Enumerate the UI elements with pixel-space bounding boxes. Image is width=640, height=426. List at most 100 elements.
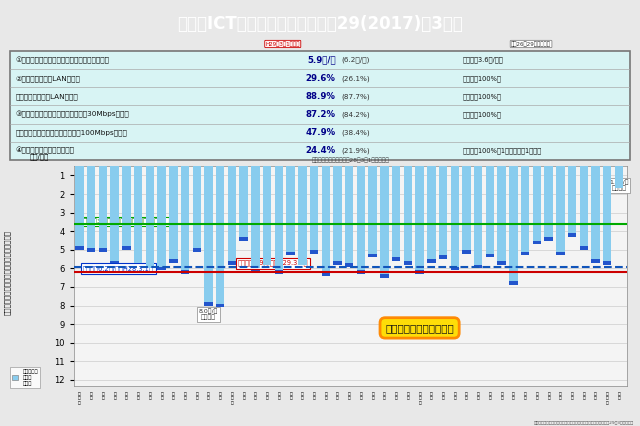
Text: （目標：100%（1学級当たり1台））: （目標：100%（1学級当たり1台）） bbox=[463, 147, 542, 154]
Bar bbox=[310, 157, 318, 253]
Bar bbox=[404, 157, 412, 261]
Bar bbox=[545, 157, 553, 237]
Text: 8.0人/台
（最低）: 8.0人/台 （最低） bbox=[199, 308, 218, 320]
Bar bbox=[439, 157, 447, 259]
Text: （　）は前回調査（平成28年3月1日）の数値: （ ）は前回調査（平成28年3月1日）の数値 bbox=[312, 157, 389, 163]
FancyBboxPatch shape bbox=[10, 51, 630, 160]
Bar bbox=[603, 157, 611, 261]
Bar bbox=[263, 157, 271, 265]
Bar bbox=[451, 157, 459, 270]
Bar bbox=[286, 157, 295, 252]
Bar bbox=[99, 157, 107, 248]
Bar bbox=[216, 157, 225, 304]
Bar bbox=[310, 157, 318, 250]
Bar bbox=[122, 157, 131, 246]
Text: （人/台）: （人/台） bbox=[29, 153, 49, 160]
Bar bbox=[333, 157, 342, 261]
Bar bbox=[380, 157, 388, 278]
Bar bbox=[251, 157, 260, 268]
Bar bbox=[275, 157, 283, 270]
Text: ④普通教室の電子黒板整備率: ④普通教室の電子黒板整備率 bbox=[16, 147, 75, 154]
Text: 88.9%: 88.9% bbox=[306, 92, 335, 101]
Bar bbox=[87, 157, 95, 248]
Text: 24.4%: 24.4% bbox=[305, 146, 335, 155]
Bar bbox=[474, 157, 483, 265]
Text: 5.9人/台: 5.9人/台 bbox=[307, 56, 335, 65]
Bar bbox=[521, 157, 529, 255]
Text: 平均値　5.9人/台（H29.3.1）: 平均値 5.9人/台（H29.3.1） bbox=[238, 260, 308, 267]
Bar bbox=[146, 157, 154, 272]
Text: 29.6%: 29.6% bbox=[306, 74, 335, 83]
Bar bbox=[591, 157, 600, 259]
Bar bbox=[321, 157, 330, 276]
Bar bbox=[474, 157, 483, 268]
Bar bbox=[157, 157, 166, 270]
Text: 学校のICT環境整備の現状（平成29(2017)年3月）: 学校のICT環境整備の現状（平成29(2017)年3月） bbox=[177, 15, 463, 34]
Text: 87.2%: 87.2% bbox=[305, 110, 335, 119]
Bar bbox=[239, 157, 248, 237]
Bar bbox=[404, 157, 412, 265]
Bar bbox=[169, 157, 177, 263]
Bar bbox=[181, 157, 189, 274]
Text: 1.9人/台
（最高）: 1.9人/台 （最高） bbox=[609, 179, 628, 191]
Bar bbox=[392, 157, 401, 261]
Bar bbox=[509, 157, 518, 285]
Text: 平均値　6.2人/台（H28.3.1）: 平均値 6.2人/台（H28.3.1） bbox=[83, 265, 154, 272]
Text: （目標：100%）: （目標：100%） bbox=[463, 111, 502, 118]
Text: (6.2人/台): (6.2人/台) bbox=[342, 57, 370, 63]
Bar bbox=[439, 157, 447, 255]
Bar bbox=[415, 157, 424, 270]
Text: 超高速インターネット接続率（100Mbps以上）: 超高速インターネット接続率（100Mbps以上） bbox=[16, 129, 128, 136]
Bar bbox=[122, 157, 131, 250]
Text: (38.4%): (38.4%) bbox=[342, 130, 371, 136]
Bar bbox=[568, 157, 576, 233]
Bar bbox=[345, 157, 353, 263]
Bar bbox=[204, 157, 212, 305]
Bar bbox=[556, 157, 564, 252]
Text: （目標：100%）: （目標：100%） bbox=[463, 75, 502, 82]
Bar bbox=[497, 157, 506, 261]
Bar bbox=[228, 157, 236, 261]
Bar bbox=[415, 157, 424, 274]
Bar bbox=[462, 157, 471, 250]
Text: ③超高速インターネット接続率（　30Mbps以上）: ③超高速インターネット接続率（ 30Mbps以上） bbox=[16, 111, 129, 118]
Bar bbox=[427, 157, 436, 263]
Text: 整備状況の地域差が顕著: 整備状況の地域差が顕著 bbox=[385, 323, 454, 333]
Bar bbox=[486, 157, 494, 257]
Bar bbox=[356, 157, 365, 270]
Text: 平成26～29年度の目標: 平成26～29年度の目標 bbox=[511, 41, 551, 47]
Bar bbox=[545, 157, 553, 241]
Text: （出典：学校における教育の情報化の実態等に関する調査（平成29年3月現在））: （出典：学校における教育の情報化の実態等に関する調査（平成29年3月現在）） bbox=[534, 420, 634, 424]
Bar bbox=[193, 157, 201, 248]
Text: H29年3月1日現在: H29年3月1日現在 bbox=[266, 41, 300, 47]
Bar bbox=[193, 157, 201, 252]
Bar bbox=[157, 157, 166, 267]
Text: 目標値　3.6人/台（第2期教育振興基本計画）: 目標値 3.6人/台（第2期教育振興基本計画） bbox=[83, 219, 166, 225]
Bar bbox=[532, 157, 541, 244]
Bar bbox=[76, 157, 84, 246]
Bar bbox=[580, 157, 588, 250]
Bar bbox=[169, 157, 177, 259]
Bar bbox=[462, 157, 471, 253]
Text: 47.9%: 47.9% bbox=[305, 128, 335, 137]
Text: （目標：100%）: （目標：100%） bbox=[463, 93, 502, 100]
Bar bbox=[580, 157, 588, 246]
Bar bbox=[263, 157, 271, 268]
Bar bbox=[521, 157, 529, 252]
Bar bbox=[134, 157, 142, 267]
Bar bbox=[111, 157, 119, 265]
Bar bbox=[380, 157, 388, 274]
Bar bbox=[486, 157, 494, 253]
Text: （目標：3.6人/台）: （目標：3.6人/台） bbox=[463, 57, 504, 63]
Bar bbox=[111, 157, 119, 261]
Text: 教育用コンピュータ１台当たりの児童生徒数: 教育用コンピュータ１台当たりの児童生徒数 bbox=[4, 230, 11, 315]
Bar bbox=[216, 157, 225, 308]
Legend: 前年度調査
からの
増加分: 前年度調査 からの 増加分 bbox=[10, 367, 40, 388]
Bar bbox=[134, 157, 142, 263]
Bar bbox=[356, 157, 365, 274]
Text: (21.9%): (21.9%) bbox=[342, 147, 371, 154]
Text: ②普通教室の無線LAN整備率: ②普通教室の無線LAN整備率 bbox=[16, 75, 81, 82]
Bar bbox=[87, 157, 95, 252]
Bar bbox=[532, 157, 541, 241]
Bar bbox=[239, 157, 248, 241]
